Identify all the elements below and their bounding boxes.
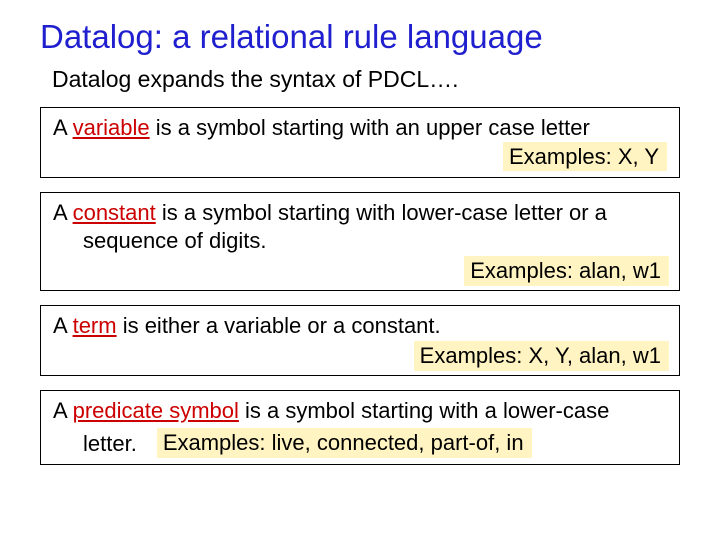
definition-line2: sequence of digits. [53, 227, 667, 255]
definition-box-term: A term is either a variable or a constan… [40, 305, 680, 376]
definition-line: A variable is a symbol starting with an … [53, 114, 667, 142]
definition-rest: is a symbol starting with an upper case … [150, 115, 590, 140]
examples-label: Examples: [420, 343, 529, 368]
term-predicate: predicate symbol [73, 398, 239, 423]
examples-value: live, connected, part-of, in [272, 430, 524, 455]
examples-row: Examples: alan, w1 [53, 256, 669, 286]
definition-rest-line1: is a symbol starting with a lower-case [239, 398, 609, 423]
examples-label: Examples: [470, 258, 579, 283]
slide-title: Datalog: a relational rule language [40, 18, 680, 56]
examples-highlight: Examples: X, Y, alan, w1 [414, 341, 669, 371]
examples-value: X, Y [618, 144, 659, 169]
examples-highlight: Examples: X, Y [503, 142, 667, 172]
examples-label: Examples: [509, 144, 618, 169]
definition-line: A term is either a variable or a constan… [53, 312, 667, 340]
definition-box-predicate: A predicate symbol is a symbol starting … [40, 390, 680, 465]
definition-rest-line1: is a symbol starting with lower-case let… [156, 200, 607, 225]
definition-rest: is either a variable or a constant. [117, 313, 441, 338]
definition-box-constant: A constant is a symbol starting with low… [40, 192, 680, 291]
examples-highlight: Examples: live, connected, part-of, in [157, 428, 532, 458]
examples-row: Examples: X, Y [53, 142, 667, 172]
definition-line: A constant is a symbol starting with low… [53, 199, 667, 227]
definition-line: A predicate symbol is a symbol starting … [53, 397, 667, 425]
term-constant: constant [73, 200, 156, 225]
term-variable: variable [73, 115, 150, 140]
intro-text: Datalog expands the syntax of PDCL…. [52, 66, 680, 93]
examples-row: Examples: X, Y, alan, w1 [53, 341, 669, 371]
examples-value: alan, w1 [579, 258, 661, 283]
definition-row2: letter. Examples: live, connected, part-… [53, 424, 667, 458]
examples-value: X, Y, alan, w1 [528, 343, 661, 368]
definition-box-variable: A variable is a symbol starting with an … [40, 107, 680, 178]
slide-container: Datalog: a relational rule language Data… [0, 0, 720, 465]
term-term: term [73, 313, 117, 338]
definition-line2: letter. [53, 430, 137, 458]
examples-label: Examples: [163, 430, 272, 455]
examples-highlight: Examples: alan, w1 [464, 256, 669, 286]
